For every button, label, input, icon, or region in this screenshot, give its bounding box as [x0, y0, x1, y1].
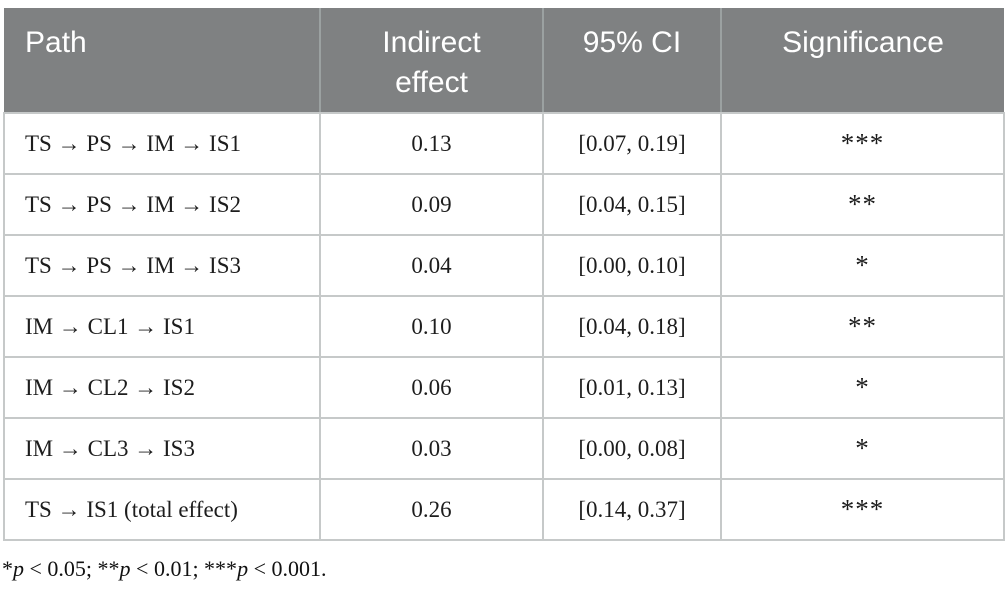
- cell-significance: **: [720, 295, 1005, 358]
- header-row: Path Indirect effect 95% CI Significance: [4, 8, 1004, 114]
- cell-ci: [0.04, 0.15]: [542, 173, 722, 236]
- cell-indirect-effect: 0.09: [319, 173, 544, 236]
- footnote-text: < 0.01; ***: [130, 556, 238, 581]
- table-footnote: *p < 0.05; **p < 0.01; ***p < 0.001.: [2, 556, 1005, 582]
- cell-significance: *: [720, 234, 1005, 297]
- footnote-p-italic: p: [13, 556, 24, 581]
- column-header-indirect-effect: Indirect effect: [319, 8, 543, 114]
- cell-significance: *: [720, 417, 1005, 480]
- footnote-text: < 0.05; **: [24, 556, 120, 581]
- footnote-stars: *: [2, 556, 13, 581]
- footnote-p-italic: p: [237, 556, 249, 581]
- table-row: TS → IS1 (total effect) 0.26 [0.14, 0.37…: [3, 478, 1005, 541]
- cell-ci: [0.00, 0.10]: [542, 234, 722, 297]
- cell-indirect-effect: 0.03: [319, 417, 544, 480]
- cell-significance: ***: [720, 112, 1005, 175]
- cell-ci: [0.07, 0.19]: [542, 112, 722, 175]
- column-header-significance: Significance: [720, 8, 1004, 114]
- cell-significance: *: [720, 356, 1005, 419]
- cell-ci: [0.00, 0.08]: [542, 417, 722, 480]
- table-row: TS → PS → IM → IS2 0.09 [0.04, 0.15] **: [3, 173, 1005, 236]
- cell-indirect-effect: 0.06: [319, 356, 544, 419]
- cell-significance: ***: [720, 478, 1005, 541]
- cell-ci: [0.01, 0.13]: [542, 356, 722, 419]
- cell-path: TS → PS → IM → IS3: [3, 234, 321, 297]
- footnote-p-italic: p: [119, 556, 131, 581]
- table-row: IM → CL1 → IS1 0.10 [0.04, 0.18] **: [3, 295, 1005, 358]
- table-row: TS → PS → IM → IS3 0.04 [0.00, 0.10] *: [3, 234, 1005, 297]
- cell-path: IM → CL1 → IS1: [3, 295, 321, 358]
- table-row: IM → CL3 → IS3 0.03 [0.00, 0.08] *: [3, 417, 1005, 480]
- cell-path: TS → IS1 (total effect): [3, 478, 321, 541]
- table-row: IM → CL2 → IS2 0.06 [0.01, 0.13] *: [3, 356, 1005, 419]
- column-header-ci: 95% CI: [542, 8, 721, 114]
- cell-indirect-effect: 0.04: [319, 234, 544, 297]
- cell-significance: **: [720, 173, 1005, 236]
- cell-indirect-effect: 0.26: [319, 478, 544, 541]
- cell-path: IM → CL3 → IS3: [3, 417, 321, 480]
- cell-indirect-effect: 0.13: [319, 112, 544, 175]
- cell-indirect-effect: 0.10: [319, 295, 544, 358]
- cell-path: TS → PS → IM → IS2: [3, 173, 321, 236]
- cell-path: TS → PS → IM → IS1: [3, 112, 321, 175]
- column-header-path: Path: [4, 8, 320, 114]
- table-row: TS → PS → IM → IS1 0.13 [0.07, 0.19] ***: [3, 112, 1005, 175]
- cell-ci: [0.04, 0.18]: [542, 295, 722, 358]
- mediation-effects-table: Path Indirect effect 95% CI Significance…: [3, 8, 1005, 541]
- cell-path: IM → CL2 → IS2: [3, 356, 321, 419]
- cell-ci: [0.14, 0.37]: [542, 478, 722, 541]
- footnote-text: < 0.001.: [248, 556, 327, 581]
